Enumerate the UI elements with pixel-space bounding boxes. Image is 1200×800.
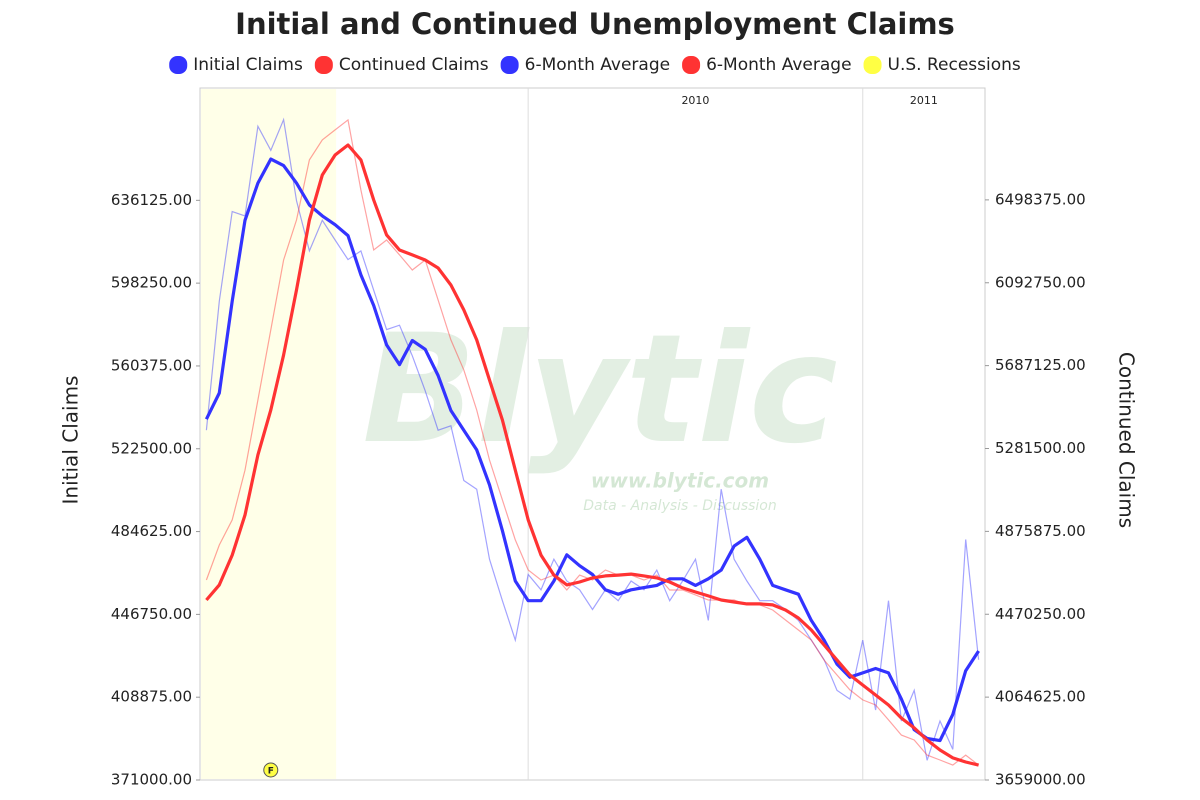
line-series bbox=[205, 117, 980, 761]
legend-marker bbox=[500, 56, 519, 74]
y-tick-label: 598250.00 bbox=[111, 274, 192, 292]
y-tick-label: 371000.00 bbox=[111, 771, 192, 789]
watermark-brand: Blytic bbox=[362, 303, 838, 477]
line-series bbox=[204, 157, 980, 743]
legend-marker bbox=[863, 56, 882, 74]
y-axis-title: Initial Claims bbox=[59, 376, 83, 505]
x-tick-label: 2010 bbox=[681, 94, 709, 107]
legend-marker bbox=[314, 56, 333, 74]
y-tick-label: 408875.00 bbox=[111, 688, 192, 706]
y2-axis-title: Continued Claims bbox=[1115, 352, 1139, 528]
y2-tick-label: 6498375.00 bbox=[995, 190, 1086, 208]
y-tick-label: 636125.00 bbox=[111, 191, 192, 209]
legend: Initial Claims Continued Claims 6-Month Av… bbox=[169, 55, 1021, 75]
legend-marker bbox=[169, 56, 188, 74]
y2-tick-label: 4470250.00 bbox=[995, 605, 1086, 623]
y2-tick-label: 4064625.00 bbox=[995, 688, 1086, 706]
watermark-tagline: Data - Analysis - Discussion bbox=[583, 498, 776, 514]
legend-label: 6-Month Average bbox=[706, 55, 851, 75]
y-tick-label: 446750.00 bbox=[111, 605, 192, 623]
y2-tick-label: 6092750.00 bbox=[995, 273, 1086, 291]
y2-tick-label: 3659000.00 bbox=[995, 771, 1086, 789]
y2-tick-label: 4875875.00 bbox=[995, 522, 1086, 540]
watermark-url: www.blytic.com bbox=[591, 469, 769, 493]
annotation-marker bbox=[263, 762, 279, 778]
y-tick-label: 560375.00 bbox=[111, 356, 192, 374]
y-tick-label: 522500.00 bbox=[111, 439, 192, 457]
x-tick-label: 2011 bbox=[910, 94, 938, 107]
legend-label: Initial Claims bbox=[193, 55, 303, 75]
legend-label: Continued Claims bbox=[339, 55, 489, 75]
watermark: Blytic www.blytic.com Data - Analysis - … bbox=[362, 303, 838, 514]
line-series bbox=[205, 118, 979, 766]
annotation-text: F bbox=[268, 767, 274, 777]
y-tick-label: 484625.00 bbox=[111, 522, 192, 540]
legend-label: U.S. Recessions bbox=[888, 55, 1021, 75]
line-series bbox=[205, 143, 979, 767]
chart-title: Initial and Continued Unemployment Claim… bbox=[235, 7, 955, 41]
legend-label: 6-Month Average bbox=[525, 55, 670, 75]
legend-marker bbox=[682, 56, 701, 74]
y2-tick-label: 5281500.00 bbox=[995, 439, 1086, 457]
y2-tick-label: 5687125.00 bbox=[995, 356, 1086, 374]
plot-area bbox=[199, 87, 986, 781]
